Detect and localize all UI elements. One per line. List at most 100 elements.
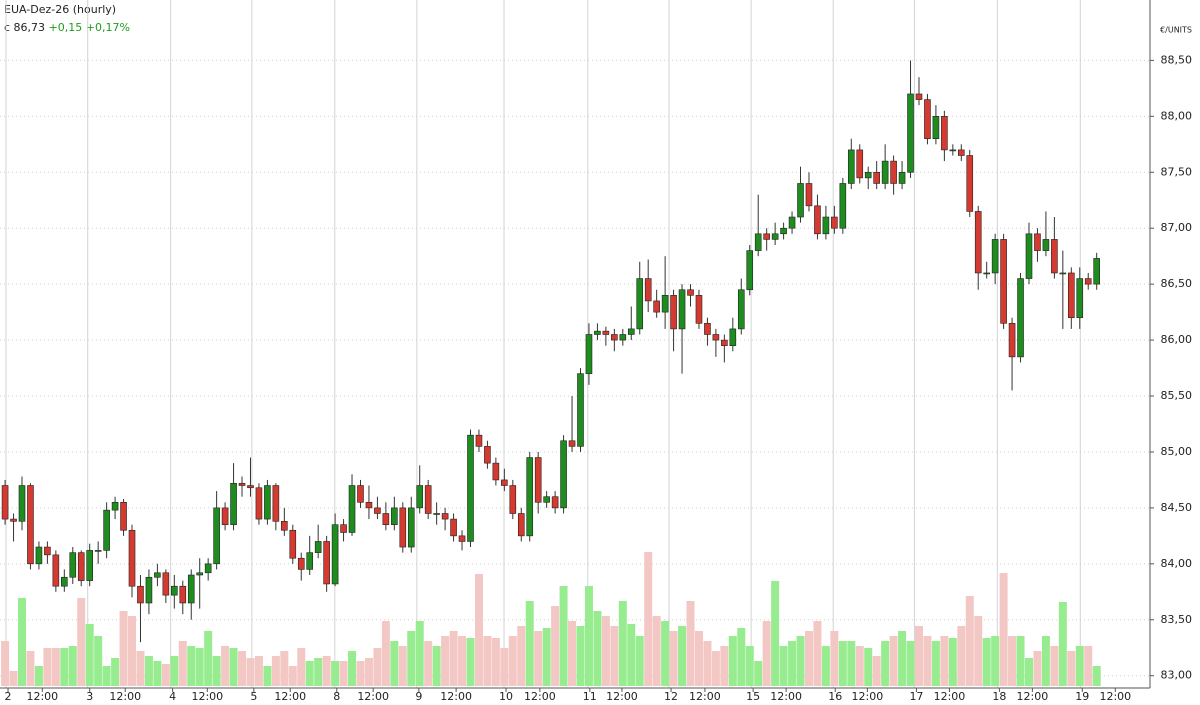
candle-body — [297, 557, 305, 570]
candle-body — [69, 552, 77, 578]
volume-bar — [51, 648, 60, 686]
volume-bar — [1058, 602, 1067, 686]
volume-bar — [491, 638, 500, 686]
candle-body — [382, 513, 390, 525]
volume-bar — [85, 624, 94, 686]
volume-bar — [339, 661, 348, 686]
volume-bar — [407, 631, 416, 686]
volume-bar — [390, 641, 399, 686]
candle-body — [822, 216, 830, 235]
volume-bar — [1008, 636, 1017, 686]
volume-bar — [432, 646, 441, 686]
candle-body — [974, 211, 982, 274]
candle-body — [374, 507, 381, 514]
x-tick-label: 9 — [415, 690, 422, 703]
candle-body — [864, 171, 872, 179]
x-tick-label: 19 — [1075, 690, 1089, 703]
candle-body — [1068, 272, 1075, 319]
y-tick-label: 85,00 — [1161, 445, 1193, 458]
volume-bar — [1075, 646, 1084, 686]
x-tick-label: 2 — [5, 690, 12, 703]
candle-body — [492, 462, 500, 481]
candle-body — [509, 485, 517, 514]
volume-bar — [821, 646, 830, 686]
x-tick-label: 12:00 — [357, 690, 389, 703]
candle-body — [365, 501, 373, 509]
volume-bar — [1067, 651, 1076, 686]
y-tick-label: 87,50 — [1161, 165, 1193, 178]
volume-bar — [314, 658, 323, 686]
candle-body — [204, 563, 212, 574]
candle-body — [314, 541, 322, 553]
candle-body — [1, 485, 9, 520]
candle-body — [661, 295, 669, 313]
candle-body — [331, 524, 339, 585]
volume-bar — [517, 626, 526, 686]
candle-body — [154, 572, 161, 578]
volume-bar — [161, 664, 170, 686]
candle-body — [763, 233, 770, 240]
volume-bar — [728, 636, 737, 686]
candle-body — [35, 546, 43, 565]
candle-body — [695, 295, 703, 324]
y-tick-label: 85,50 — [1161, 389, 1193, 402]
x-tick-label: 11 — [583, 690, 597, 703]
change: +0,15 — [48, 21, 83, 34]
candle-body — [221, 507, 229, 525]
candle-body — [602, 330, 610, 335]
volume-bar — [1016, 636, 1025, 686]
volume-bar — [779, 646, 788, 686]
volume-bar — [271, 656, 280, 686]
x-tick-label: 12:00 — [852, 690, 884, 703]
candle-body — [788, 216, 796, 229]
candle-body — [839, 183, 847, 229]
candle-body — [145, 576, 153, 604]
candle-body — [52, 554, 60, 587]
x-tick-label: 16 — [828, 690, 842, 703]
candle-body — [391, 507, 398, 525]
volume-bar — [373, 648, 382, 686]
candle-body — [534, 457, 542, 503]
volume-bar — [288, 666, 297, 686]
volume-bar — [601, 616, 610, 686]
x-tick-label: 17 — [909, 690, 923, 703]
volume-bar — [1024, 658, 1033, 686]
candle-body — [932, 116, 940, 140]
candle-body — [162, 572, 170, 596]
volume-bar — [153, 661, 162, 686]
volume-bar — [771, 581, 780, 686]
candle-body — [915, 93, 923, 100]
volume-bar — [957, 626, 966, 686]
volume-bar — [948, 638, 957, 686]
volume-bar — [788, 641, 797, 686]
candle-body — [196, 572, 204, 576]
x-tick-label: 12:00 — [934, 690, 966, 703]
volume-bar — [356, 661, 365, 686]
volume-bar — [424, 641, 433, 686]
candle-body — [941, 116, 948, 151]
volume-bar — [914, 626, 923, 686]
candle-body — [416, 485, 424, 509]
x-tick-label: 12 — [664, 690, 678, 703]
candle-body — [721, 339, 728, 346]
volume-bar — [838, 641, 847, 686]
y-unit: €/UNITS — [1160, 26, 1192, 35]
volume-bar — [144, 656, 153, 686]
y-tick-label: 84,00 — [1161, 557, 1193, 570]
x-tick-label: 12:00 — [770, 690, 802, 703]
volume-bar — [525, 601, 534, 686]
candle-body — [1025, 233, 1033, 279]
candle-body — [594, 330, 601, 335]
y-tick-label: 83,50 — [1161, 613, 1193, 626]
candle-body — [1000, 239, 1007, 324]
candle-body — [712, 334, 720, 341]
candle-body — [881, 160, 889, 184]
candle-body — [814, 205, 821, 235]
volume-bar — [974, 616, 983, 686]
volume-bar — [1050, 646, 1059, 686]
change-pct: +0,17% — [85, 21, 130, 34]
candle-body — [704, 323, 711, 335]
volume-bar — [441, 636, 450, 686]
x-tick-label: 12:00 — [26, 690, 58, 703]
